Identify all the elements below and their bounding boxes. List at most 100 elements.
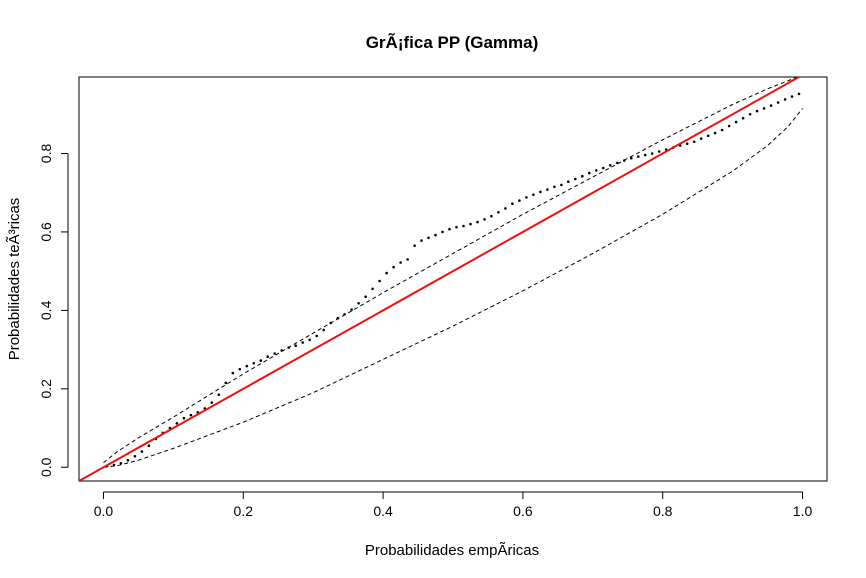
data-point <box>399 261 402 264</box>
lower-band-line <box>103 108 803 468</box>
data-point <box>329 321 333 325</box>
data-point <box>609 164 612 167</box>
data-point <box>560 183 563 187</box>
data-point <box>259 359 263 362</box>
data-point <box>755 109 759 113</box>
data-point <box>455 225 458 229</box>
data-point <box>497 211 500 214</box>
data-point <box>252 362 256 365</box>
data-point <box>245 364 249 368</box>
data-point <box>462 224 465 228</box>
data-point <box>231 371 235 375</box>
plot-frame <box>78 76 828 482</box>
data-point <box>490 214 493 218</box>
y-tick-label: 0.8 <box>38 144 54 164</box>
data-point <box>504 207 507 210</box>
x-tick-label: 0.0 <box>94 503 114 519</box>
data-point <box>119 462 123 465</box>
y-tick-label: 0.2 <box>38 379 54 399</box>
data-point <box>776 101 780 104</box>
upper-band-line <box>103 77 799 463</box>
data-point <box>539 190 542 194</box>
data-point <box>441 230 444 234</box>
data-point <box>476 220 479 224</box>
x-axis-label: Probabilidades empÃ­ricas <box>365 542 539 559</box>
data-point <box>294 344 298 348</box>
data-point <box>762 107 766 110</box>
data-point <box>343 313 346 316</box>
data-point <box>511 202 514 205</box>
y-tick-label: 0.0 <box>38 457 54 477</box>
data-point <box>588 171 591 175</box>
data-point <box>224 381 228 385</box>
data-point <box>616 161 619 165</box>
data-point <box>210 401 214 404</box>
data-point <box>392 265 395 269</box>
y-tick-label: 0.4 <box>38 300 54 320</box>
data-point <box>147 444 151 448</box>
data-point <box>623 159 626 162</box>
data-point <box>595 169 598 172</box>
data-point <box>413 244 416 247</box>
data-point <box>126 458 130 462</box>
data-point <box>371 287 374 291</box>
data-point <box>602 166 605 170</box>
data-point <box>357 302 360 305</box>
x-tick-label: 0.6 <box>513 503 533 519</box>
chart-title: GrÃ¡fica PP (Gamma) <box>366 32 539 52</box>
data-point <box>637 155 640 158</box>
data-point <box>483 218 486 221</box>
data-point <box>692 140 696 143</box>
data-point <box>769 104 773 107</box>
data-point <box>518 199 521 202</box>
reference-line <box>79 77 802 481</box>
data-points <box>105 92 801 468</box>
data-point <box>699 137 703 140</box>
data-point <box>657 150 661 153</box>
data-point <box>133 455 137 458</box>
data-point <box>378 279 381 283</box>
data-point <box>175 422 179 425</box>
data-point <box>783 98 787 101</box>
data-point <box>273 352 277 355</box>
x-tick-label: 0.2 <box>234 503 254 519</box>
data-point <box>308 338 312 342</box>
data-point <box>720 128 724 132</box>
data-point <box>448 227 451 231</box>
reference-line-group <box>79 77 802 481</box>
data-point <box>322 328 326 332</box>
x-tick-label: 0.8 <box>653 503 673 519</box>
data-point <box>713 131 717 135</box>
data-point <box>336 316 340 320</box>
data-point <box>727 124 731 128</box>
data-point <box>525 196 528 199</box>
data-point <box>287 346 291 349</box>
data-point <box>553 185 556 189</box>
data-point <box>140 450 144 453</box>
data-point <box>532 193 535 196</box>
data-point <box>189 413 193 417</box>
data-point <box>434 233 437 237</box>
data-point <box>217 393 221 397</box>
data-point <box>350 308 353 311</box>
data-point <box>427 236 430 240</box>
data-point <box>420 239 423 242</box>
data-point <box>238 367 242 371</box>
data-point <box>643 153 647 157</box>
data-point <box>685 142 689 145</box>
confidence-bands <box>103 77 803 468</box>
data-point <box>266 355 270 359</box>
data-point <box>706 134 710 138</box>
x-tick-label: 1.0 <box>793 503 813 519</box>
y-tick-label: 0.6 <box>38 222 54 242</box>
data-point <box>546 188 549 191</box>
data-point <box>741 116 745 120</box>
data-point <box>630 156 633 160</box>
x-tick-label: 0.4 <box>373 503 393 519</box>
data-point <box>748 113 752 116</box>
data-point <box>650 152 654 155</box>
y-axis-label: Probabilidades teÃ³ricas <box>6 198 23 361</box>
data-point <box>734 120 738 124</box>
data-point <box>469 222 472 226</box>
